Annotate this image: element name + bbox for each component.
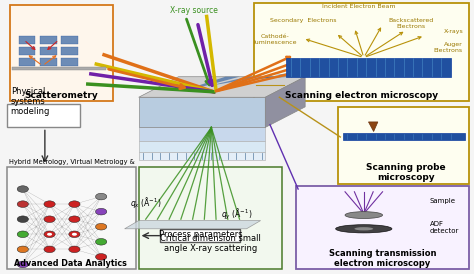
FancyBboxPatch shape [8, 104, 80, 127]
Circle shape [69, 231, 80, 238]
FancyBboxPatch shape [139, 167, 282, 269]
Polygon shape [343, 133, 465, 140]
Polygon shape [40, 58, 56, 66]
Polygon shape [139, 97, 265, 127]
Circle shape [17, 246, 28, 253]
Circle shape [44, 231, 55, 238]
Text: Auger
Electrons: Auger Electrons [433, 42, 462, 53]
Text: Cathodé-
luminescence: Cathodé- luminescence [253, 34, 296, 45]
Text: Scanning electron microscopy: Scanning electron microscopy [285, 91, 438, 100]
Polygon shape [139, 77, 305, 97]
FancyBboxPatch shape [8, 167, 137, 269]
Polygon shape [139, 127, 265, 141]
Text: Incident Electron Beam: Incident Electron Beam [322, 4, 396, 9]
Circle shape [47, 233, 52, 236]
Polygon shape [61, 36, 78, 44]
Circle shape [69, 216, 80, 222]
Polygon shape [19, 58, 36, 66]
Polygon shape [208, 77, 262, 86]
Circle shape [69, 201, 80, 207]
Text: Hybrid Metrology, Virtual Metrology &: Hybrid Metrology, Virtual Metrology & [9, 159, 135, 165]
Polygon shape [265, 77, 305, 127]
Polygon shape [368, 122, 378, 132]
Text: ADF
detector: ADF detector [429, 221, 459, 234]
Circle shape [96, 238, 107, 245]
Text: Sample: Sample [429, 198, 456, 204]
Text: Critical dimension small
angle X-ray scattering: Critical dimension small angle X-ray sca… [160, 234, 261, 253]
FancyBboxPatch shape [338, 107, 469, 184]
Text: Process parameters: Process parameters [159, 230, 243, 239]
Text: $q_y$ (Å$^{-1}$): $q_y$ (Å$^{-1}$) [221, 207, 253, 222]
Text: Scanning transmission
electron microscopy: Scanning transmission electron microscop… [329, 249, 436, 268]
Polygon shape [286, 58, 451, 77]
Circle shape [44, 216, 55, 222]
Text: Advanced Data Analytics: Advanced Data Analytics [14, 259, 127, 268]
Ellipse shape [345, 212, 383, 219]
Polygon shape [19, 36, 36, 44]
Circle shape [17, 186, 28, 192]
Text: X-ray source: X-ray source [170, 6, 218, 15]
Text: Physical
systems
modeling: Physical systems modeling [10, 87, 50, 116]
Circle shape [96, 254, 107, 260]
Circle shape [69, 246, 80, 253]
Text: Backscattered
Electrons: Backscattered Electrons [388, 18, 433, 28]
Circle shape [17, 201, 28, 207]
Polygon shape [61, 47, 78, 55]
Circle shape [17, 231, 28, 238]
Polygon shape [139, 152, 265, 160]
Polygon shape [40, 36, 56, 44]
Polygon shape [40, 47, 56, 55]
Circle shape [72, 233, 77, 236]
Polygon shape [61, 58, 78, 66]
Circle shape [44, 201, 55, 207]
Polygon shape [274, 73, 328, 77]
Text: X-rays: X-rays [444, 29, 463, 34]
Circle shape [17, 261, 28, 268]
FancyBboxPatch shape [296, 186, 469, 269]
Polygon shape [185, 77, 239, 90]
Polygon shape [252, 77, 306, 79]
Polygon shape [139, 141, 265, 152]
Ellipse shape [355, 227, 373, 230]
Text: Scanning probe
microscopy: Scanning probe microscopy [366, 163, 446, 182]
FancyBboxPatch shape [254, 3, 469, 101]
Ellipse shape [336, 225, 392, 233]
Polygon shape [125, 221, 261, 229]
Circle shape [96, 224, 107, 230]
Circle shape [96, 208, 107, 215]
FancyBboxPatch shape [160, 229, 239, 242]
Text: Secondary  Electrons: Secondary Electrons [270, 18, 336, 23]
Text: $q_x$ (Å$^{-1}$): $q_x$ (Å$^{-1}$) [130, 195, 162, 210]
Circle shape [44, 246, 55, 253]
Text: Scatterometry: Scatterometry [25, 91, 98, 100]
Polygon shape [12, 67, 106, 70]
FancyBboxPatch shape [9, 5, 113, 101]
Circle shape [96, 193, 107, 200]
Polygon shape [230, 77, 283, 82]
Polygon shape [19, 47, 36, 55]
Circle shape [17, 216, 28, 222]
